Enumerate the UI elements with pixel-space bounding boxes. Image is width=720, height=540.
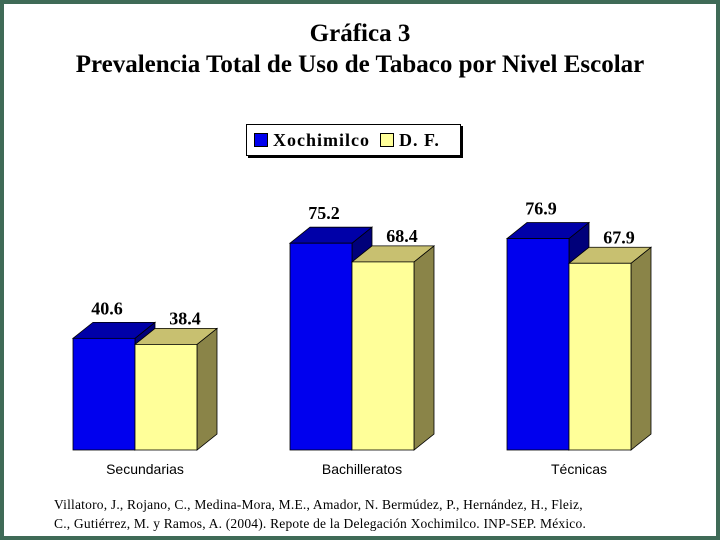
- bar-side-df-2: [630, 246, 652, 451]
- bar-xochimilco-0: [72, 337, 136, 451]
- chart-title: Gráfica 3 Prevalencia Total de Uso de Ta…: [0, 18, 720, 80]
- citation: Villatoro, J., Rojano, C., Medina-Mora, …: [54, 495, 694, 533]
- legend-swatch-df: [380, 133, 394, 147]
- value-label-xochimilco-2: 76.9: [525, 199, 557, 219]
- bar-side-df-1: [413, 245, 435, 451]
- value-label-df-0: 38.4: [169, 308, 201, 328]
- category-label-1: Bachilleratos: [322, 461, 402, 477]
- value-label-df-1: 68.4: [386, 226, 418, 246]
- title-line-2: Prevalencia Total de Uso de Tabaco por N…: [75, 51, 645, 78]
- category-label-2: Técnicas: [551, 461, 607, 477]
- bar-xochimilco-1: [289, 242, 353, 451]
- legend-label-xochimilco: Xochimilco: [273, 129, 370, 150]
- category-label-0: Secundarias: [106, 461, 184, 477]
- value-label-df-2: 67.9: [603, 227, 635, 247]
- title-line-1: Gráfica 3: [309, 20, 411, 47]
- bar-df-2: [568, 262, 632, 451]
- legend-item-xochimilco: Xochimilco: [254, 130, 370, 151]
- value-label-xochimilco-1: 75.2: [308, 203, 340, 223]
- legend-swatch-xochimilco: [254, 133, 268, 147]
- legend-label-df: D. F.: [399, 129, 440, 150]
- bar-df-1: [351, 261, 415, 451]
- bar-side-df-0: [196, 327, 218, 451]
- value-label-xochimilco-0: 40.6: [91, 298, 123, 318]
- citation-line-2: C., Gutiérrez, M. y Ramos, A. (2004). Re…: [54, 516, 587, 531]
- bar-df-0: [134, 343, 198, 451]
- bar-xochimilco-2: [506, 238, 570, 451]
- legend: Xochimilco D. F.: [246, 124, 461, 156]
- citation-line-1: Villatoro, J., Rojano, C., Medina-Mora, …: [54, 497, 583, 512]
- legend-item-df: D. F.: [380, 130, 440, 151]
